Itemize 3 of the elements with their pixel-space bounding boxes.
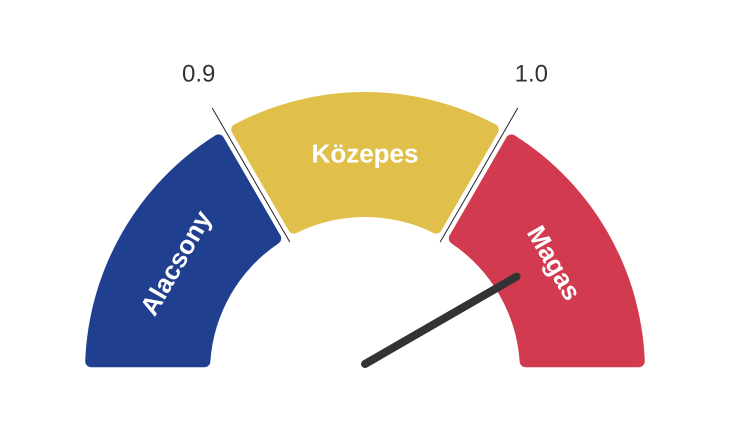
text: 1.0 [514,60,548,88]
slice-label: Közepes [312,138,418,168]
text: 0.9 [182,60,216,88]
